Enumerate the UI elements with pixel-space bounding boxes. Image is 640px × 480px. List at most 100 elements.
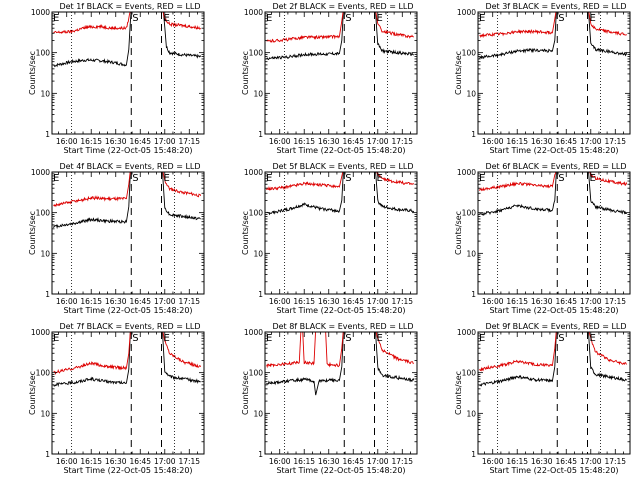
x-tick-label: 16:45 xyxy=(129,297,151,306)
y-tick-label: 10 xyxy=(253,89,263,98)
x-tick-label: 16:00 xyxy=(482,297,504,306)
plot-frame xyxy=(51,11,205,135)
y-tick-label: 10 xyxy=(40,249,50,258)
series-line-events xyxy=(479,332,628,387)
x-tick-label: 16:00 xyxy=(56,297,78,306)
panel-title: Det 4f BLACK = Events, RED = LLD xyxy=(59,162,200,171)
panel-title: Det 2f BLACK = Events, RED = LLD xyxy=(272,2,413,11)
y-tick-label: 1000 xyxy=(457,168,476,177)
plot-area xyxy=(266,172,415,216)
y-tick-label: 100 xyxy=(249,369,264,378)
x-tick-label: 16:15 xyxy=(80,297,102,306)
series-line-events xyxy=(266,12,414,61)
marker-label-e-left: E xyxy=(53,333,59,344)
y-tick-label: 10 xyxy=(40,89,50,98)
series-line-events xyxy=(53,12,202,68)
x-tick-label: 16:45 xyxy=(342,297,364,306)
y-tick-label: 1000 xyxy=(31,8,50,17)
panel-title: Det 3f BLACK = Events, RED = LLD xyxy=(485,2,626,11)
marker-label-e-left: E xyxy=(266,13,272,24)
marker-label-e: E xyxy=(164,173,170,184)
x-tick-label: 16:30 xyxy=(531,297,553,306)
y-tick-label: 1000 xyxy=(244,168,263,177)
y-tick-label: 1 xyxy=(45,130,50,139)
y-tick-label: 1 xyxy=(471,130,476,139)
x-tick-label: 17:00 xyxy=(367,137,389,146)
x-tick-label: 17:15 xyxy=(604,457,626,466)
y-tick-label: 100 xyxy=(249,49,264,58)
x-tick-label: 17:00 xyxy=(580,297,602,306)
series-line-events xyxy=(479,12,628,60)
x-tick-label: 16:15 xyxy=(80,457,102,466)
series-line-events xyxy=(266,172,415,216)
x-tick-label: 16:00 xyxy=(269,137,291,146)
x-tick-label: 17:00 xyxy=(154,137,176,146)
panel-title: Det 1f BLACK = Events, RED = LLD xyxy=(59,2,200,11)
y-axis-label: Counts/sec xyxy=(454,51,463,95)
marker-label-e: E xyxy=(590,13,596,24)
y-tick-label: 1 xyxy=(258,450,263,459)
y-tick-label: 1000 xyxy=(244,8,263,17)
x-tick-label: 17:00 xyxy=(154,457,176,466)
marker-label-s: S xyxy=(132,173,138,184)
y-tick-label: 1000 xyxy=(457,328,476,337)
x-tick-label: 17:15 xyxy=(604,137,626,146)
x-tick-label: 16:15 xyxy=(293,457,315,466)
y-axis-label: Counts/sec xyxy=(241,371,250,415)
x-axis-label: Start Time (22-Oct-05 15:48:20) xyxy=(276,146,405,155)
panel-det-5: Det 5f BLACK = Events, RED = LLD S E E 1 10 10… xyxy=(241,162,418,315)
x-tick-label: 17:00 xyxy=(154,297,176,306)
x-tick-label: 17:15 xyxy=(391,297,413,306)
x-tick-label: 17:15 xyxy=(391,137,413,146)
y-tick-label: 100 xyxy=(249,209,264,218)
marker-label-s: S xyxy=(132,333,138,344)
x-axis-label: Start Time (22-Oct-05 15:48:20) xyxy=(63,146,192,155)
x-tick-label: 16:15 xyxy=(293,297,315,306)
y-axis-label: Counts/sec xyxy=(28,51,37,95)
series-line-lld xyxy=(53,172,202,208)
x-tick-label: 16:15 xyxy=(506,297,528,306)
series-line-lld xyxy=(53,12,202,35)
y-axis-label: Counts/sec xyxy=(454,371,463,415)
y-axis-label: Counts/sec xyxy=(241,211,250,255)
x-axis-label: Start Time (22-Oct-05 15:48:20) xyxy=(63,466,192,475)
series-line-lld xyxy=(266,12,415,44)
marker-label-e-left: E xyxy=(53,13,59,24)
x-tick-label: 16:00 xyxy=(269,297,291,306)
series-line-events xyxy=(53,332,201,388)
x-tick-label: 17:15 xyxy=(178,297,200,306)
plot-frame xyxy=(264,11,418,135)
y-tick-label: 1 xyxy=(45,290,50,299)
y-axis-label: Counts/sec xyxy=(454,211,463,255)
plot-area xyxy=(53,172,202,230)
series-line-events xyxy=(53,172,201,230)
plot-frame xyxy=(264,331,418,455)
y-tick-label: 100 xyxy=(36,369,51,378)
x-axis-label: Start Time (22-Oct-05 15:48:20) xyxy=(489,306,618,315)
marker-label-e-left: E xyxy=(266,173,272,184)
x-tick-label: 16:30 xyxy=(531,457,553,466)
plot-area xyxy=(53,12,202,68)
x-tick-label: 17:15 xyxy=(391,457,413,466)
x-tick-label: 16:00 xyxy=(482,457,504,466)
marker-label-e-left: E xyxy=(53,173,59,184)
marker-label-s: S xyxy=(558,173,564,184)
marker-label-s: S xyxy=(132,13,138,24)
x-tick-label: 17:00 xyxy=(580,457,602,466)
marker-label-s: S xyxy=(345,173,351,184)
plot-area xyxy=(266,332,415,396)
marker-label-e: E xyxy=(164,333,170,344)
marker-label-e-left: E xyxy=(479,173,485,184)
series-line-lld xyxy=(266,332,414,369)
x-tick-label: 17:15 xyxy=(178,137,200,146)
y-tick-label: 1 xyxy=(471,290,476,299)
series-line-lld xyxy=(53,332,202,376)
plot-frame xyxy=(51,331,205,455)
x-axis-label: Start Time (22-Oct-05 15:48:20) xyxy=(276,466,405,475)
plot-frame xyxy=(477,171,631,295)
panel-det-6: Det 6f BLACK = Events, RED = LLD S E E 1 10 10… xyxy=(454,162,631,315)
series-line-lld xyxy=(479,332,627,372)
marker-label-e: E xyxy=(590,333,596,344)
panel-det-3: Det 3f BLACK = Events, RED = LLD S E E 1 10 10… xyxy=(454,2,631,155)
